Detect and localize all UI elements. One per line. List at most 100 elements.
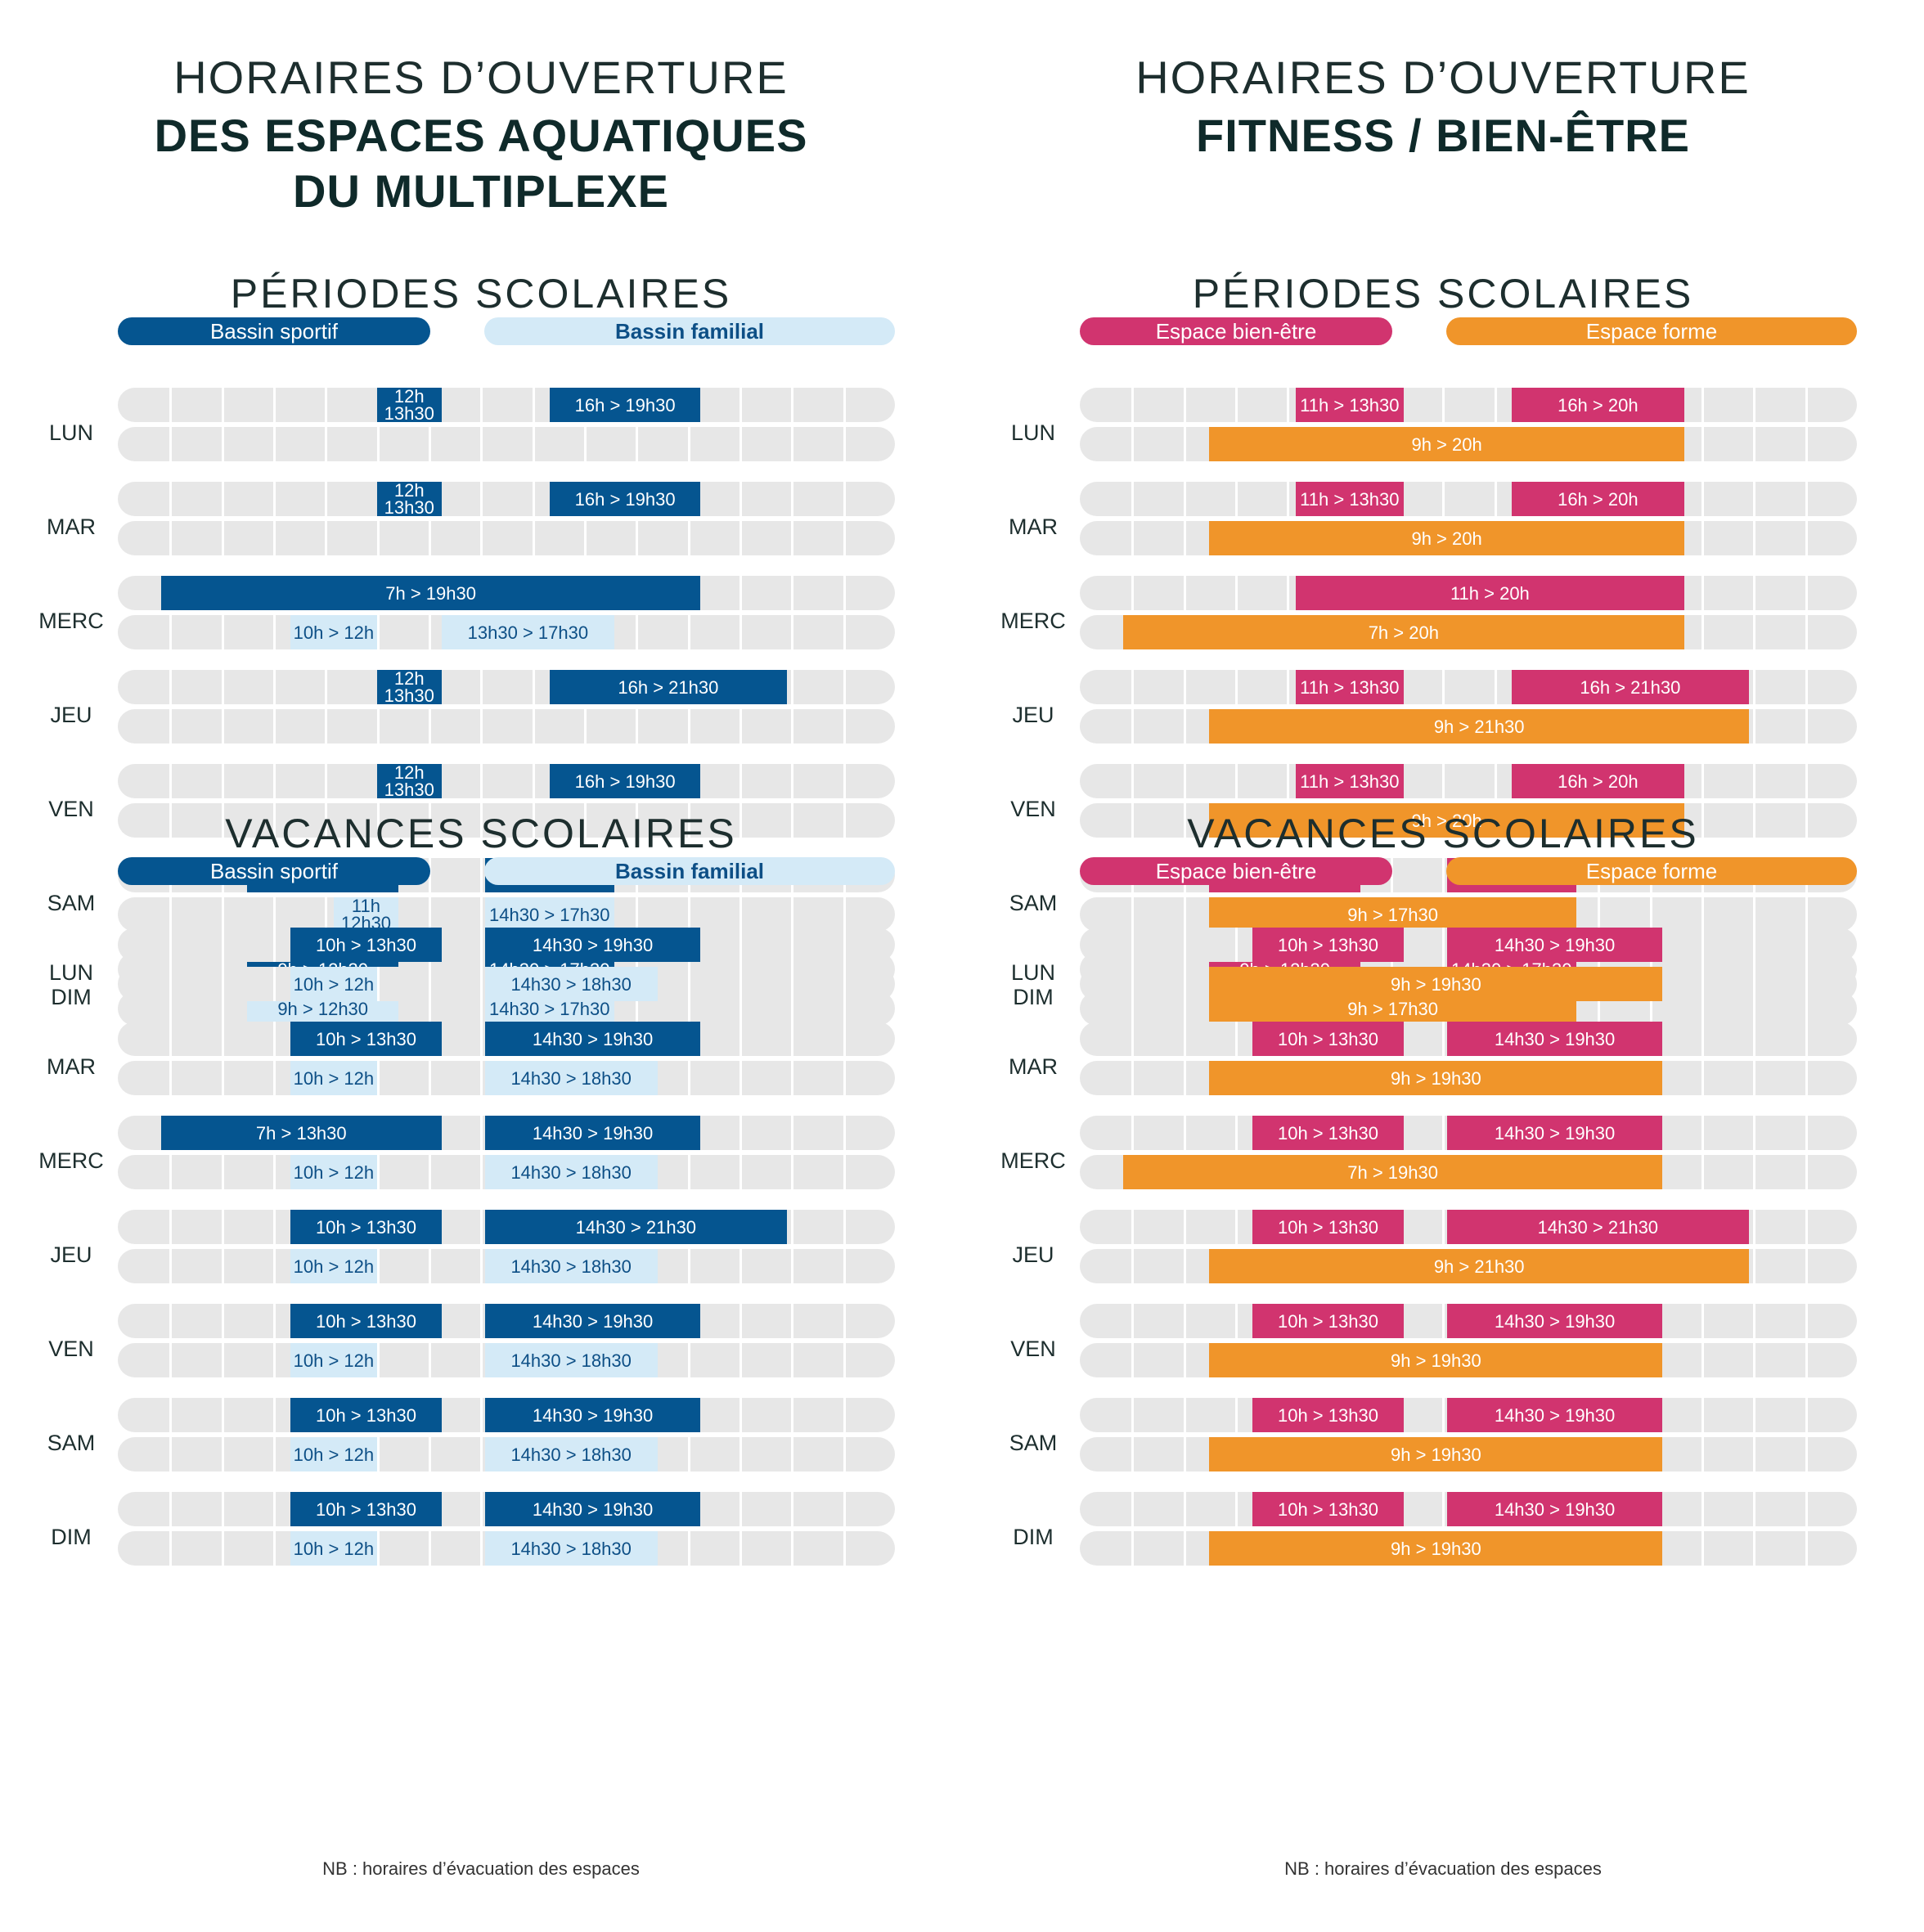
grid-line xyxy=(480,427,483,461)
grid-line xyxy=(273,764,276,798)
grid-line xyxy=(1805,427,1808,461)
grid-line xyxy=(1753,1304,1756,1338)
time-slot-fam: 10h > 12h xyxy=(290,1155,377,1189)
grid-line xyxy=(739,967,742,1001)
grid-line xyxy=(169,1531,173,1566)
grid-line xyxy=(1131,482,1135,516)
grid-line xyxy=(1701,388,1704,422)
grid-line xyxy=(221,1249,224,1283)
grid-line xyxy=(273,670,276,704)
grid-line xyxy=(791,615,794,649)
panel-fitness: HORAIRES D’OUVERTURE FITNESS / BIEN-ÊTRE… xyxy=(962,0,1924,1932)
time-slot-fam: 10h > 12h xyxy=(290,1343,377,1377)
grid-line xyxy=(843,897,846,932)
time-slot-bien: 11h > 13h30 xyxy=(1295,670,1404,704)
grid-line xyxy=(1131,928,1135,962)
time-slot-forme: 7h > 19h30 xyxy=(1122,1155,1663,1189)
legend-sport: Bassin sportif xyxy=(118,857,430,885)
grid-line xyxy=(843,1249,846,1283)
time-slot-fam: 13h30 > 17h30 xyxy=(441,615,614,649)
grid-line xyxy=(687,615,690,649)
grid-line xyxy=(791,1304,794,1338)
time-slot-bien: 11h > 20h xyxy=(1295,576,1684,610)
grid-line xyxy=(169,1398,173,1432)
legend-sport: Bassin sportif xyxy=(118,317,430,345)
grid-line xyxy=(687,803,690,838)
day-label-mar: MAR xyxy=(47,1054,96,1079)
grid-line xyxy=(429,803,431,838)
grid-line xyxy=(1701,427,1704,461)
grid-line xyxy=(325,764,328,798)
time-slot-sport: 14h30 > 19h30 xyxy=(484,1398,701,1432)
grid-line xyxy=(843,803,846,838)
time-slot-sport: 12h 13h30 xyxy=(376,388,442,423)
grid-line xyxy=(791,709,794,744)
grid-line xyxy=(376,521,380,555)
grid-line xyxy=(429,1531,431,1566)
grid-line xyxy=(1753,670,1756,704)
time-slot-bien: 14h30 > 19h30 xyxy=(1446,1492,1663,1526)
grid-line xyxy=(1753,1437,1756,1471)
legend-fam: Bassin familial xyxy=(484,857,895,885)
time-slot-bien: 10h > 13h30 xyxy=(1252,928,1404,962)
grid-line xyxy=(376,803,380,838)
grid-line xyxy=(1391,858,1393,892)
time-slot-sport: 12h 13h30 xyxy=(376,482,442,517)
time-slot-forme: 9h > 20h xyxy=(1209,803,1684,838)
grid-line xyxy=(636,803,639,838)
grid-line xyxy=(1805,1061,1808,1095)
grid-line xyxy=(1442,1022,1445,1056)
grid-line xyxy=(1805,1116,1808,1150)
grid-line xyxy=(169,803,173,838)
grid-line xyxy=(273,1061,276,1095)
time-slot-bien: 14h30 > 19h30 xyxy=(1446,1304,1663,1338)
section-title: VACANCES SCOLAIRES xyxy=(1187,811,1699,856)
grid-line xyxy=(843,764,846,798)
time-slot-sport: 10h > 13h30 xyxy=(290,928,442,962)
grid-line xyxy=(169,1249,173,1283)
grid-line xyxy=(1235,1304,1238,1338)
grid-line xyxy=(1701,928,1704,962)
grid-line xyxy=(1805,1492,1808,1526)
day-label-jeu: JEU xyxy=(1012,1242,1054,1267)
grid-line xyxy=(1701,1061,1704,1095)
grid-line xyxy=(273,967,276,1001)
grid-line xyxy=(221,388,224,422)
day-label-dim: DIM xyxy=(51,1525,92,1549)
grid-line xyxy=(376,1155,380,1189)
grid-line xyxy=(1701,1116,1704,1150)
grid-line xyxy=(429,1155,431,1189)
grid-line xyxy=(1805,1210,1808,1244)
grid-line xyxy=(376,427,380,461)
grid-line xyxy=(1805,764,1808,798)
grid-line xyxy=(1753,615,1756,649)
grid-line xyxy=(273,709,276,744)
grid-line xyxy=(273,928,276,962)
grid-line xyxy=(739,388,742,422)
grid-line xyxy=(480,1249,483,1283)
time-slot-fam: 14h30 > 18h30 xyxy=(484,967,658,1001)
grid-line xyxy=(221,1398,224,1432)
time-slot-bien: 14h30 > 21h30 xyxy=(1446,1210,1750,1244)
grid-line xyxy=(480,1155,483,1189)
grid-line xyxy=(843,615,846,649)
day-label-sam: SAM xyxy=(1009,1431,1058,1455)
grid-line xyxy=(584,803,587,838)
grid-line xyxy=(1183,576,1186,610)
grid-line xyxy=(221,897,224,932)
grid-line xyxy=(429,967,431,1001)
grid-line xyxy=(1805,1343,1808,1377)
time-slot-fam: 10h > 12h xyxy=(290,1061,377,1095)
grid-line xyxy=(376,1061,380,1095)
time-slot-sport: 14h30 > 21h30 xyxy=(484,1210,788,1244)
grid-line xyxy=(1805,1022,1808,1056)
grid-line xyxy=(1701,991,1704,1026)
time-slot-sport: 10h > 13h30 xyxy=(290,1022,442,1056)
grid-line xyxy=(1701,1304,1704,1338)
title-line2: DES ESPACES AQUATIQUES DU MULTIPLEXE xyxy=(154,110,808,217)
grid-line xyxy=(791,1531,794,1566)
time-slot-sport: 14h30 > 19h30 xyxy=(484,1022,701,1056)
grid-line xyxy=(1235,1116,1238,1150)
grid-line xyxy=(1442,670,1445,704)
grid-line xyxy=(843,388,846,422)
